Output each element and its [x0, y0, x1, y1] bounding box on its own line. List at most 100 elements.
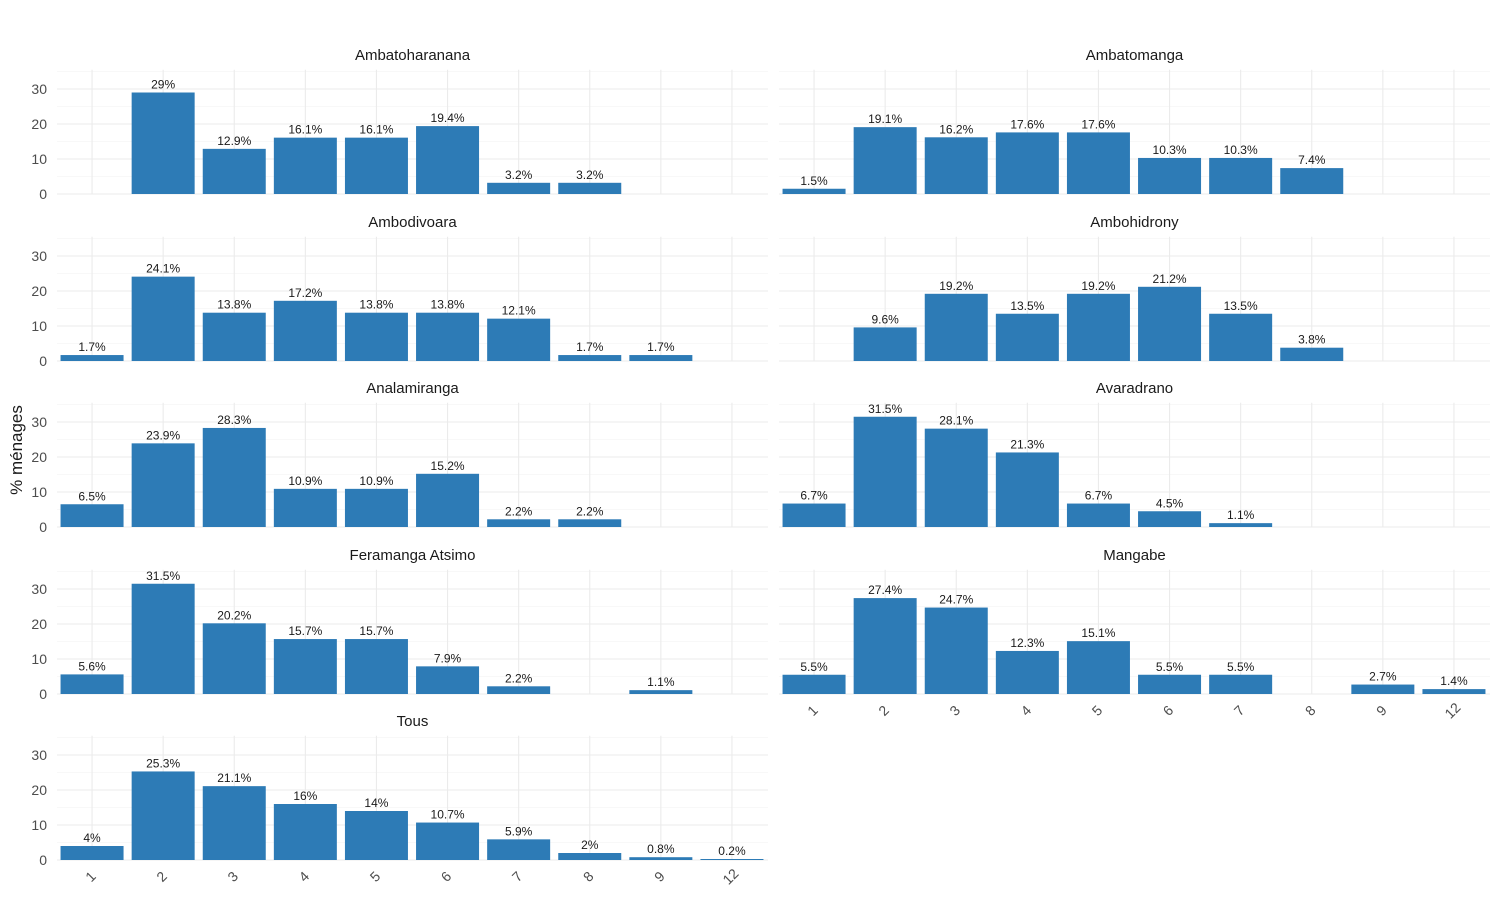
data-label: 24.7% — [939, 593, 973, 607]
data-label: 5.5% — [800, 660, 828, 674]
data-label: 10.9% — [288, 474, 322, 488]
y-axis-label: % ménages — [7, 405, 26, 495]
data-label: 5.9% — [505, 824, 533, 838]
data-label: 19.2% — [939, 279, 973, 293]
bar — [273, 639, 337, 694]
data-label: 31.5% — [868, 402, 902, 416]
bar — [629, 690, 693, 694]
bar — [629, 355, 693, 361]
bar — [1066, 293, 1130, 361]
data-label: 1.1% — [647, 675, 675, 689]
x-tick-label: 4 — [1017, 702, 1034, 719]
bar — [995, 452, 1059, 527]
bar — [782, 503, 846, 527]
bar — [924, 428, 988, 527]
bar — [853, 127, 917, 194]
bar — [344, 312, 408, 361]
data-label: 0.8% — [647, 842, 675, 856]
y-tick-label: 20 — [31, 449, 47, 465]
panel-title: Ambohidrony — [1090, 214, 1179, 231]
data-label: 13.8% — [217, 298, 251, 312]
data-label: 29% — [151, 78, 175, 92]
data-label: 0.2% — [718, 844, 746, 858]
bar — [416, 312, 480, 361]
data-label: 5.5% — [1227, 660, 1255, 674]
bar — [1138, 157, 1202, 194]
x-tick-label: 6 — [1160, 702, 1177, 719]
bar — [1138, 511, 1202, 527]
panel-title: Ambodivoara — [368, 214, 457, 231]
bar — [629, 857, 693, 860]
bar — [853, 327, 917, 361]
data-label: 15.2% — [431, 459, 465, 473]
bar — [416, 126, 480, 194]
x-tick-label: 3 — [946, 702, 963, 719]
panel-title: Mangabe — [1103, 547, 1166, 564]
data-label: 10.3% — [1153, 143, 1187, 157]
y-tick-label: 0 — [39, 519, 47, 535]
bar — [344, 137, 408, 194]
bar — [487, 519, 551, 527]
y-tick-label: 10 — [31, 484, 47, 500]
data-label: 7.4% — [1298, 153, 1326, 167]
y-tick-label: 0 — [39, 686, 47, 702]
bar — [924, 137, 988, 194]
bar — [60, 674, 124, 694]
data-label: 13.5% — [1010, 299, 1044, 313]
data-label: 19.4% — [431, 111, 465, 125]
bar — [1066, 132, 1130, 194]
bar — [1138, 286, 1202, 361]
x-tick-label: 12 — [1441, 699, 1463, 721]
x-tick-label: 7 — [509, 868, 526, 885]
bar — [344, 488, 408, 527]
bar — [487, 182, 551, 194]
bar — [924, 293, 988, 361]
bar — [853, 416, 917, 527]
data-label: 1.7% — [647, 340, 675, 354]
x-tick-label: 6 — [438, 868, 455, 885]
x-tick-label: 12 — [719, 865, 741, 887]
data-label: 28.1% — [939, 414, 973, 428]
bar — [995, 132, 1059, 194]
bar — [924, 607, 988, 694]
panel-title: Analamiranga — [366, 380, 459, 397]
data-label: 17.6% — [1010, 117, 1044, 131]
data-label: 23.9% — [146, 428, 180, 442]
data-label: 1.7% — [78, 340, 106, 354]
data-label: 2.7% — [1369, 670, 1397, 684]
panel-title: Ambatomanga — [1086, 47, 1184, 64]
bar — [853, 598, 917, 694]
bar — [995, 313, 1059, 361]
y-tick-label: 10 — [31, 817, 47, 833]
x-tick-label: 5 — [367, 868, 384, 885]
data-label: 15.1% — [1081, 626, 1115, 640]
bar — [782, 674, 846, 694]
data-label: 24.1% — [146, 262, 180, 276]
bar — [60, 504, 124, 527]
data-label: 28.3% — [217, 413, 251, 427]
data-label: 10.7% — [431, 808, 465, 822]
bar — [60, 355, 124, 361]
panel-analamiranga: Analamiranga 0 10 20 30 6.5% 23.9% 28.3% 10.9% 10… — [31, 380, 768, 535]
data-label: 10.9% — [359, 474, 393, 488]
bar — [487, 686, 551, 694]
panel-title: Tous — [397, 713, 429, 730]
data-label: 6.7% — [800, 489, 828, 503]
data-label: 12.1% — [502, 304, 536, 318]
bar — [273, 804, 337, 860]
x-tick-label: 9 — [651, 868, 668, 885]
data-label: 13.8% — [431, 298, 465, 312]
data-label: 2.2% — [576, 504, 604, 518]
bar — [1209, 523, 1273, 527]
bar — [131, 443, 195, 527]
bar — [782, 188, 846, 194]
data-label: 16.1% — [288, 123, 322, 137]
y-tick-label: 30 — [31, 81, 47, 97]
data-label: 19.2% — [1081, 279, 1115, 293]
bar — [416, 822, 480, 860]
data-label: 4.5% — [1156, 496, 1184, 510]
bar — [131, 276, 195, 361]
bar — [558, 355, 622, 361]
bar — [1209, 313, 1273, 361]
y-tick-label: 20 — [31, 782, 47, 798]
